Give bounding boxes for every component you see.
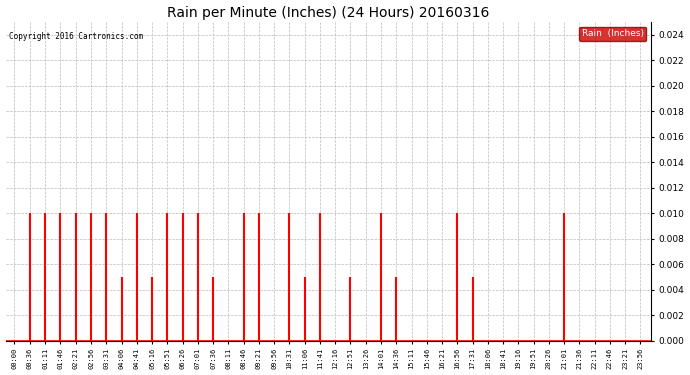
Title: Rain per Minute (Inches) (24 Hours) 20160316: Rain per Minute (Inches) (24 Hours) 2016… [167, 6, 489, 20]
Legend: Rain  (Inches): Rain (Inches) [579, 27, 647, 41]
Text: Copyright 2016 Cartronics.com: Copyright 2016 Cartronics.com [9, 32, 143, 40]
